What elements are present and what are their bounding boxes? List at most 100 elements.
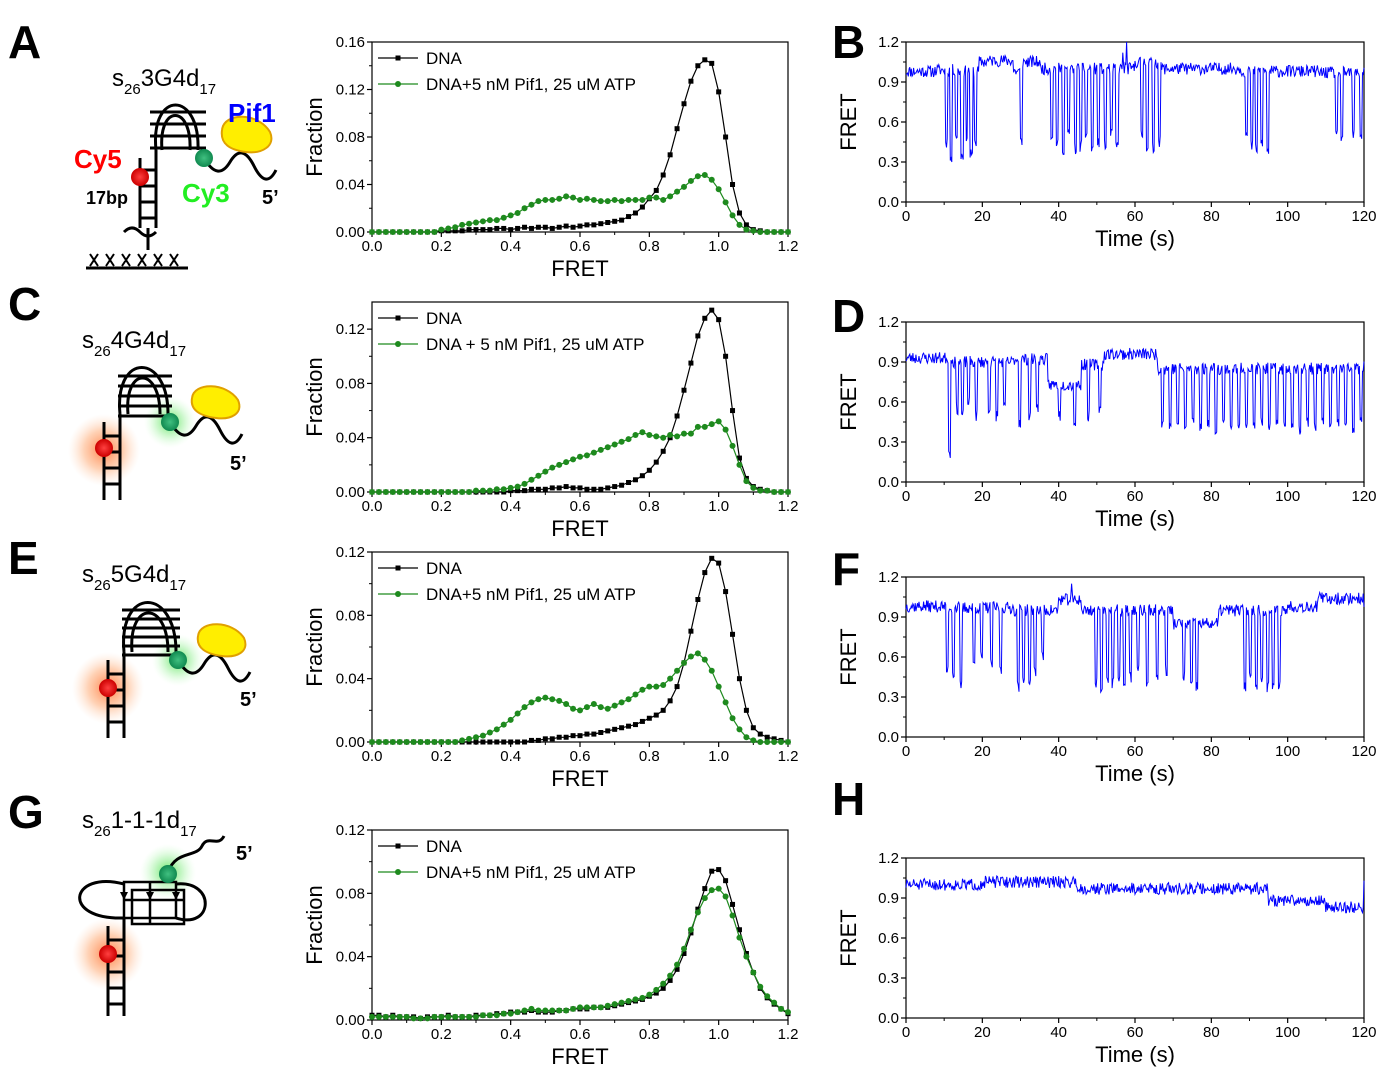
panel-a-series-1-point	[701, 172, 708, 178]
panel-c-series-0-point	[542, 486, 548, 492]
panel-c-y-tick-label: 0.08	[336, 375, 365, 392]
panel-g-series-1-point	[549, 1007, 556, 1014]
panel-e-series-1-point	[653, 683, 660, 690]
panel-e-series-0-point	[632, 722, 638, 728]
panel-e-x-tick-label: 0.2	[431, 748, 452, 765]
panel-a-series-1-point	[618, 198, 625, 205]
panel-c-series-1-point	[778, 489, 785, 495]
panel-c-series-1-point	[681, 430, 687, 437]
panel-e-legend-marker-0	[395, 565, 401, 571]
panel-b-y-tick-label: 1.2	[878, 34, 899, 51]
panel-c-series-1-point	[577, 453, 583, 460]
panel-g-series-1-point	[403, 1013, 410, 1020]
panel-e-series-0-point	[653, 712, 659, 718]
panel-g-series-1-point	[694, 909, 701, 916]
panel-b-y-tick-label: 0.6	[878, 114, 899, 131]
panel-d-y-tick-label: 0.0	[878, 474, 899, 491]
panel-c-series-1-point	[764, 487, 771, 494]
panel-c-series-1-point	[493, 486, 500, 493]
panel-c-series-1-point	[694, 423, 701, 430]
panel-e-series-1-point	[687, 653, 694, 660]
panel-e-series-1-point	[694, 650, 701, 657]
panel-e-series-0-point	[619, 725, 625, 731]
panel-c-series-0-point	[716, 317, 722, 323]
panel-c-series-1-point	[687, 430, 694, 437]
panel-e-series-0-point	[709, 555, 715, 561]
panel-e-legend-label-1: DNA+5 nM Pif1, 25 uM ATP	[426, 585, 636, 604]
panel-a-series-0-point	[626, 214, 632, 220]
panel-c-series-1-point	[639, 429, 646, 436]
panel-g-series-line-0	[372, 868, 789, 1020]
panel-e-series-0-point	[528, 737, 534, 743]
panel-g-series-1-point	[514, 1009, 521, 1016]
panel-a-series-1-point	[396, 229, 403, 235]
panel-c-series-1-point	[500, 486, 507, 493]
panel-g-y-axis-title: Fraction	[302, 885, 327, 964]
panel-c-series-1-point	[563, 459, 570, 466]
panel-a-series-0-point	[612, 218, 618, 224]
end-label-g: 5’	[236, 843, 253, 865]
panel-g-plot-frame	[371, 829, 789, 1021]
panel-c-legend-marker-0	[395, 315, 401, 321]
panel-a-series-1-point	[764, 229, 771, 235]
panel-e-series-1-point	[563, 701, 570, 707]
panel-c-series-0-point	[681, 387, 687, 393]
panel-f-y-tick-label: 0.6	[878, 649, 899, 666]
panel-a-series-0-point	[709, 60, 715, 66]
panel-a-series-0-point	[542, 224, 548, 230]
panel-g-series-0-point	[736, 927, 742, 933]
panel-c-x-tick-label: 1.2	[778, 498, 799, 515]
panel-c-series-1-point	[445, 489, 452, 495]
panel-a-x-tick-label: 1.0	[708, 238, 729, 255]
panel-g-series-1-point	[417, 1015, 424, 1022]
panel-a-series-1-point	[549, 196, 556, 203]
panel-c-series-0-point	[605, 485, 611, 491]
panel-e-series-1-point	[604, 705, 611, 712]
panel-f-x-tick-label: 0	[902, 743, 910, 760]
panel-g-x-tick-label: 0.2	[431, 1026, 452, 1043]
panel-h-y-tick-label: 0.9	[878, 890, 899, 907]
panel-c-series-0-point	[653, 459, 659, 465]
panel-g-series-1-point	[701, 895, 708, 902]
panel-c-series-0-point	[577, 485, 583, 491]
panel-g-series-0-point	[743, 951, 749, 956]
panel-a-series-1-point	[507, 212, 514, 219]
panel-e-series-0-point	[674, 684, 680, 690]
panel-h-x-tick-label: 120	[1351, 1024, 1376, 1041]
panel-c-series-1-point	[486, 487, 493, 494]
panel-g-series-0-point	[688, 930, 694, 936]
panel-a-series-0-point	[577, 223, 583, 229]
trace-f: 0 20 40 60 80 100 120 0.0 0.3 0.6 0.9 1.2 Time (s) FR…	[836, 569, 1377, 786]
panel-h-y-tick-label: 0.6	[878, 930, 899, 947]
panel-e-series-0-point	[730, 631, 736, 637]
panel-c-series-1-point	[549, 464, 556, 471]
construct-label-a: s263G4d17	[112, 65, 216, 98]
panel-c-series-0-point	[632, 477, 638, 483]
panel-e-series-0-point	[723, 589, 729, 595]
panel-a-series-1-point	[625, 196, 632, 203]
panel-c-series-1-point	[583, 452, 590, 459]
panel-c-series-1-point	[417, 489, 424, 495]
panel-e-x-tick-label: 0.4	[500, 748, 521, 765]
panel-e-y-tick-label: 0.12	[336, 544, 365, 561]
panel-g-series-1-point	[459, 1013, 466, 1020]
panel-a-series-0-point	[653, 187, 659, 193]
panel-letter-e: E	[8, 532, 39, 584]
panel-letter-c: C	[8, 278, 41, 330]
panel-a-series-0-point	[667, 152, 673, 158]
panel-e-series-1-point	[417, 739, 424, 745]
panel-c-series-1-point	[722, 426, 729, 433]
panel-a-series-0-point	[688, 78, 694, 84]
panel-a-y-tick-label: 0.12	[336, 82, 365, 99]
panel-c-series-0-point	[702, 315, 708, 321]
panel-d-y-axis-title: FRET	[836, 373, 861, 430]
panel-g-series-line-1	[372, 887, 789, 1020]
panel-g-series-1-point	[722, 893, 729, 900]
panel-d-x-tick-label: 120	[1351, 488, 1376, 505]
histogram-c: 0.0 0.2 0.4 0.6 0.8 1.0 1.2 0.00 0.04 0.08 0.12 FRE…	[302, 301, 799, 541]
panel-g-series-1-point	[590, 1004, 597, 1011]
panel-e-series-0-point	[549, 736, 555, 742]
panel-g-series-1-point	[521, 1007, 528, 1014]
panel-a-series-1-point	[535, 198, 542, 205]
panel-a-series-0-point	[736, 210, 742, 216]
